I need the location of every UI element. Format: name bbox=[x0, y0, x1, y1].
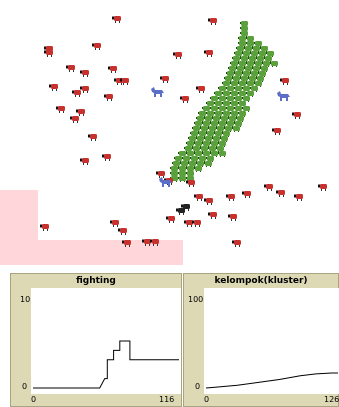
red-sheep-icon bbox=[186, 172, 195, 191]
red-sheep-icon bbox=[66, 57, 75, 76]
plot-title: kelompok(kluster) bbox=[214, 276, 308, 286]
red-sheep-icon bbox=[49, 76, 58, 95]
fighting-plot[interactable]: fighting 10 0 0 116 bbox=[10, 273, 182, 407]
plot-title: fighting bbox=[76, 276, 116, 286]
world-view[interactable] bbox=[0, 0, 339, 265]
red-sheep-icon bbox=[76, 101, 85, 120]
fighting-chart bbox=[33, 340, 179, 389]
red-sheep-icon bbox=[228, 206, 237, 225]
red-sheep-icon bbox=[264, 176, 273, 195]
red-sheep-icon bbox=[108, 58, 117, 77]
red-sheep-icon bbox=[232, 232, 241, 251]
red-sheep-icon bbox=[80, 62, 89, 81]
red-sheep-icon bbox=[104, 86, 113, 105]
red-sheep-icon bbox=[180, 88, 189, 107]
kelompok-plot[interactable]: kelompok(kluster) 100 0 0 126 bbox=[183, 273, 339, 407]
red-sheep-icon bbox=[204, 42, 213, 61]
series-line bbox=[205, 372, 338, 389]
red-sheep-icon bbox=[276, 182, 285, 201]
green-grass-patch-icon bbox=[204, 152, 212, 171]
red-sheep-icon bbox=[318, 176, 327, 195]
red-sheep-icon bbox=[192, 212, 201, 231]
red-sheep-icon bbox=[184, 212, 193, 231]
green-grass-patch-icon bbox=[194, 157, 202, 176]
red-sheep-icon bbox=[294, 186, 303, 205]
pink-region bbox=[38, 240, 183, 265]
blue-wolf-icon bbox=[150, 82, 165, 101]
y-min-label: 0 bbox=[22, 382, 28, 391]
red-sheep-icon bbox=[44, 42, 53, 61]
red-sheep-icon bbox=[194, 186, 203, 205]
red-sheep-icon bbox=[88, 126, 97, 145]
red-sheep-icon bbox=[150, 231, 159, 250]
red-sheep-icon bbox=[204, 190, 213, 209]
red-sheep-icon bbox=[120, 70, 129, 89]
red-sheep-icon bbox=[242, 183, 251, 202]
plot-area bbox=[204, 288, 339, 394]
red-sheep-icon bbox=[56, 98, 65, 117]
green-grass-patch-icon bbox=[232, 117, 240, 136]
red-sheep-icon bbox=[292, 104, 301, 123]
red-sheep-icon bbox=[208, 10, 217, 29]
blue-wolf-icon bbox=[276, 86, 291, 105]
y-min-label: 0 bbox=[195, 382, 201, 391]
red-sheep-icon bbox=[110, 212, 119, 231]
kelompok-chart bbox=[205, 372, 338, 389]
red-sheep-icon bbox=[70, 108, 79, 127]
x-min-label: 0 bbox=[204, 395, 210, 404]
red-sheep-icon bbox=[72, 82, 81, 101]
pink-region bbox=[0, 190, 38, 265]
red-sheep-icon bbox=[226, 186, 235, 205]
blue-wolf-icon bbox=[158, 172, 173, 191]
red-sheep-icon bbox=[142, 231, 151, 250]
y-max-label: 10 bbox=[20, 295, 31, 304]
red-sheep-icon bbox=[160, 68, 169, 87]
red-sheep-icon bbox=[280, 70, 289, 89]
red-sheep-icon bbox=[176, 200, 185, 219]
red-sheep-icon bbox=[208, 204, 217, 223]
red-sheep-icon bbox=[122, 232, 131, 251]
red-sheep-icon bbox=[112, 8, 121, 27]
red-sheep-icon bbox=[80, 150, 89, 169]
series-line bbox=[33, 340, 179, 389]
red-sheep-icon bbox=[40, 216, 49, 235]
red-sheep-icon bbox=[118, 220, 127, 239]
green-grass-patch-icon bbox=[218, 142, 226, 161]
green-grass-patch-icon bbox=[178, 167, 186, 186]
x-min-label: 0 bbox=[31, 395, 37, 404]
red-sheep-icon bbox=[272, 120, 281, 139]
red-sheep-icon bbox=[156, 163, 165, 182]
plot-area bbox=[31, 288, 181, 394]
y-max-label: 100 bbox=[188, 295, 204, 304]
red-sheep-icon bbox=[92, 35, 101, 54]
red-sheep-icon bbox=[196, 78, 205, 97]
x-max-label: 126 bbox=[324, 395, 339, 404]
green-grass-patch-icon bbox=[270, 52, 278, 71]
x-max-label: 116 bbox=[159, 395, 175, 404]
red-sheep-icon bbox=[80, 78, 89, 97]
red-sheep-icon bbox=[166, 208, 175, 227]
red-sheep-icon bbox=[173, 44, 182, 63]
red-sheep-icon bbox=[102, 146, 111, 165]
